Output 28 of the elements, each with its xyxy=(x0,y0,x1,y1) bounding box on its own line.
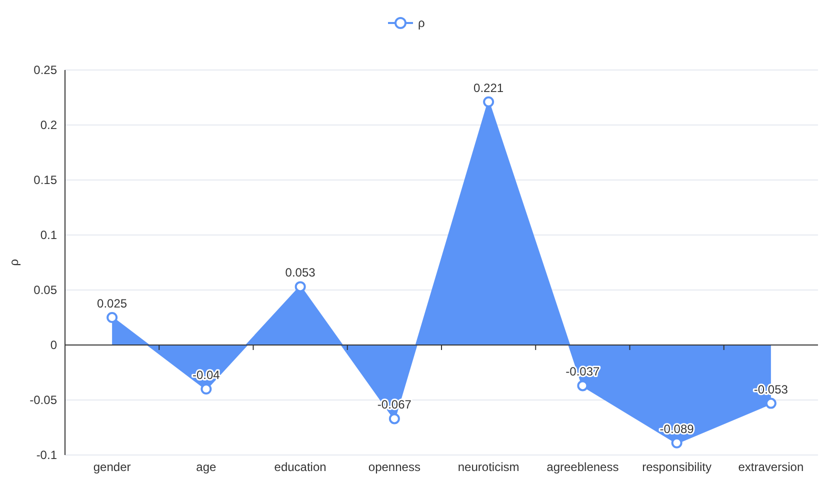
point xyxy=(765,398,776,409)
legend-label: ρ xyxy=(418,16,425,30)
y-tick-label: 0.05 xyxy=(34,283,58,298)
y-axis-title: ρ xyxy=(7,258,21,266)
y-tick-label: 0.25 xyxy=(34,63,58,78)
x-tick-label: agreebleness xyxy=(546,460,619,474)
x-tick-label: gender xyxy=(93,460,131,474)
x-tick-label: neuroticism xyxy=(458,460,520,474)
y-tick-label: 0.15 xyxy=(34,173,58,188)
x-tick-label: education xyxy=(274,460,326,474)
data-label: -0.089 xyxy=(660,422,694,436)
y-tick-label: 0.2 xyxy=(40,118,58,132)
y-tick-label: 0 xyxy=(50,338,58,352)
y-tick-label: -0.05 xyxy=(30,393,58,408)
data-label: -0.04 xyxy=(192,368,220,382)
data-label: 0.053 xyxy=(285,266,316,280)
point xyxy=(577,380,588,392)
point xyxy=(388,413,400,424)
x-tick-label: openness xyxy=(368,460,420,474)
point xyxy=(483,96,494,108)
y-tick-label: 0.1 xyxy=(40,228,58,242)
data-label: 0.221 xyxy=(474,80,504,95)
x-tick-label: extraversion xyxy=(738,460,804,474)
data-label: 0.025 xyxy=(97,296,128,310)
x-tick-label: age xyxy=(196,460,217,474)
y-tick-label: -0.1 xyxy=(36,448,58,462)
x-tick-label: responsibility xyxy=(642,460,712,474)
point xyxy=(106,312,118,323)
